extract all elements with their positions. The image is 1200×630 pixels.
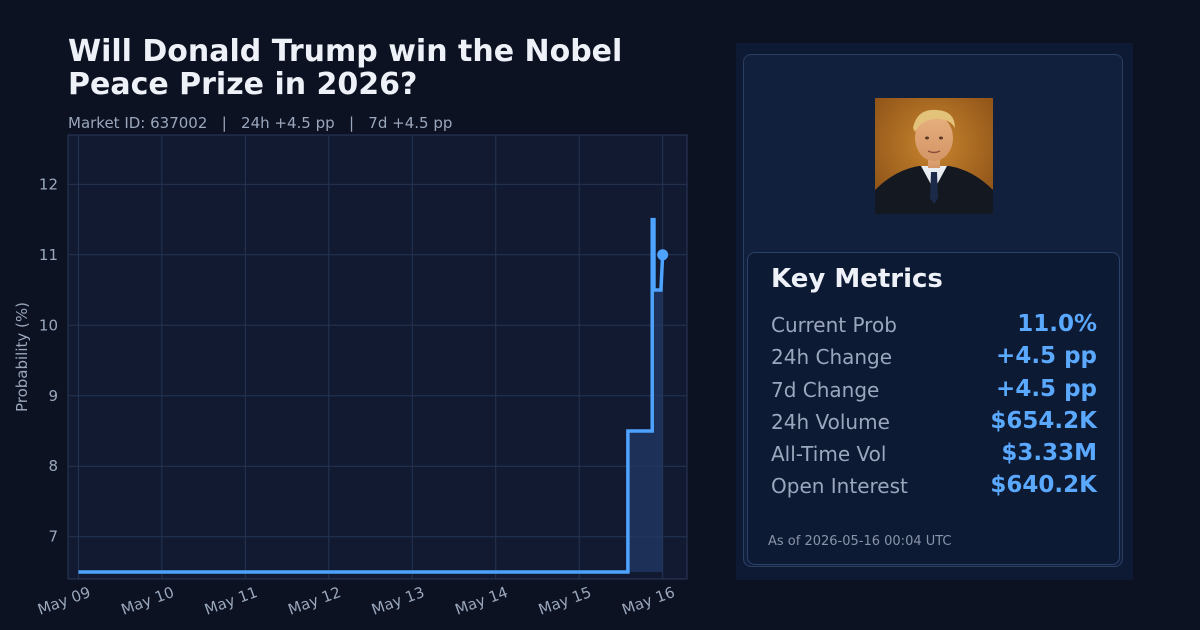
x-tick-label: May 11 xyxy=(202,583,260,619)
metric-label: 24h Change xyxy=(771,345,893,369)
metric-label: All-Time Vol xyxy=(771,442,887,466)
chart-subtitle: Market ID: 637002 | 24h +4.5 pp | 7d +4.… xyxy=(68,114,453,132)
y-tick-label: 8 xyxy=(48,457,58,475)
metric-value: $3.33M xyxy=(1001,440,1097,466)
metric-value: +4.5 pp xyxy=(996,343,1097,369)
chart-title: Will Donald Trump win the Nobel Peace Pr… xyxy=(68,34,623,102)
metric-7d-change: 7d Change +4.5 pp xyxy=(771,376,1097,410)
x-tick-label: May 13 xyxy=(369,583,427,619)
x-tick-label: May 16 xyxy=(619,583,677,619)
metric-value: 11.0% xyxy=(1017,311,1097,337)
key-metrics-title: Key Metrics xyxy=(771,264,943,294)
metric-current-prob: Current Prob 11.0% xyxy=(771,311,1097,345)
metric-all-time-vol: All-Time Vol $3.33M xyxy=(771,440,1097,474)
last-point-marker xyxy=(657,249,669,261)
y-axis-label: Probability (%) xyxy=(13,302,31,412)
y-tick-label: 10 xyxy=(39,316,58,334)
avatar xyxy=(875,98,993,214)
y-tick-label: 7 xyxy=(48,528,58,546)
probability-chart: 7 8 9 10 11 12 May 09 May 10 May 11 May 12 May 13 M… xyxy=(13,134,688,619)
series-line xyxy=(78,217,665,574)
as-of-timestamp: As of 2026-05-16 00:04 UTC xyxy=(768,534,952,549)
metric-24h-volume: 24h Volume $654.2K xyxy=(771,408,1097,442)
metric-open-interest: Open Interest $640.2K xyxy=(771,472,1097,506)
metric-value: $654.2K xyxy=(990,408,1097,434)
portrait-image xyxy=(875,98,993,214)
metric-label: 7d Change xyxy=(771,378,880,402)
key-metrics-box xyxy=(747,252,1120,565)
metric-label: Current Prob xyxy=(771,313,897,337)
metric-label: Open Interest xyxy=(771,474,908,498)
x-tick-label: May 10 xyxy=(119,583,177,619)
x-tick-label: May 09 xyxy=(35,583,93,619)
y-tick-label: 9 xyxy=(48,387,58,405)
plot-area xyxy=(67,134,688,580)
x-tick-label: May 14 xyxy=(453,583,511,619)
metric-label: 24h Volume xyxy=(771,410,890,434)
metric-24h-change: 24h Change +4.5 pp xyxy=(771,343,1097,377)
y-tick-label: 11 xyxy=(39,246,58,264)
metric-value: $640.2K xyxy=(990,472,1097,498)
metric-value: +4.5 pp xyxy=(996,376,1097,402)
x-tick-label: May 15 xyxy=(536,583,594,619)
x-tick-label: May 12 xyxy=(286,583,344,619)
y-tick-label: 12 xyxy=(39,175,58,193)
